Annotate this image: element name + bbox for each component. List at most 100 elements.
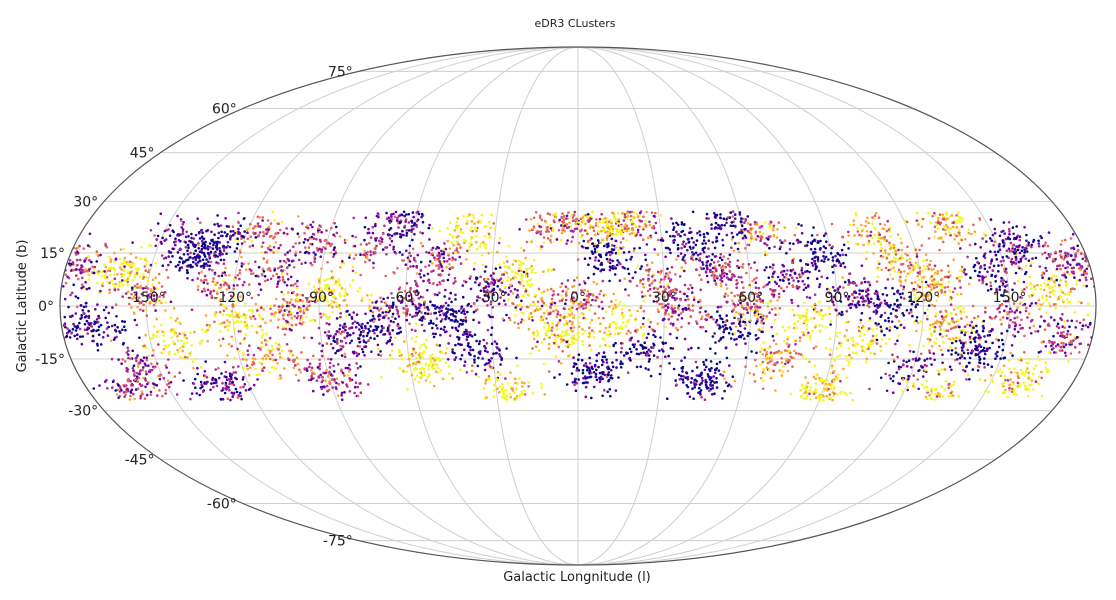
cluster-point-2729 [509, 289, 513, 293]
cluster-point-3366 [578, 306, 581, 309]
cluster-point-1245 [319, 315, 323, 319]
cluster-point-1815 [338, 235, 342, 238]
cluster-point-2359 [401, 259, 404, 262]
cluster-point-334 [136, 354, 139, 357]
cluster-point-741 [192, 382, 196, 386]
cluster-point-947 [231, 303, 235, 306]
cluster-point-1417 [297, 235, 301, 238]
cluster-point-2201 [448, 372, 451, 376]
cluster-point-575 [173, 333, 177, 336]
cluster-point-777 [221, 397, 225, 401]
cluster-point-1963 [412, 215, 415, 219]
cluster-point-3321 [569, 326, 573, 330]
cluster-point-4230 [725, 381, 728, 384]
cluster-point-4764 [759, 350, 762, 354]
cluster-point-1357 [290, 298, 293, 301]
cluster-point-2362 [497, 241, 501, 245]
cluster-point-2394 [436, 254, 440, 257]
cluster-point-4863 [810, 261, 814, 265]
cluster-point-2272 [418, 371, 421, 374]
cluster-point-1220 [259, 288, 263, 292]
cluster-point-3452 [584, 362, 588, 365]
cluster-point-1270 [307, 300, 311, 304]
cluster-point-254 [138, 372, 141, 376]
cluster-point-2226 [428, 380, 432, 384]
cluster-point-1698 [369, 336, 372, 340]
cluster-point-77 [96, 342, 99, 346]
cluster-point-2639 [490, 333, 493, 337]
cluster-point-2411 [439, 333, 442, 337]
cluster-point-2546 [467, 248, 471, 252]
cluster-point-2972 [520, 273, 524, 276]
cluster-point-1253 [269, 319, 273, 322]
cluster-point-4758 [766, 361, 770, 365]
cluster-point-2709 [485, 362, 488, 366]
cluster-point-1877 [381, 311, 385, 314]
cluster-point-4697 [759, 376, 763, 380]
cluster-point-1823 [374, 246, 377, 250]
cluster-point-3718 [642, 238, 645, 241]
cluster-point-121 [109, 339, 113, 343]
cluster-point-1046 [260, 245, 264, 248]
cluster-point-3584 [586, 246, 589, 250]
cluster-point-753 [215, 384, 219, 388]
cluster-point-2620 [465, 332, 469, 336]
cluster-point-4599 [743, 234, 747, 238]
meridian-line [145, 46, 579, 566]
cluster-point-4116 [717, 232, 721, 236]
cluster-point-2847 [492, 395, 495, 398]
cluster-point-2668 [473, 361, 476, 364]
cluster-point-4577 [771, 278, 774, 281]
cluster-point-3714 [650, 211, 654, 214]
cluster-point-673 [220, 274, 224, 278]
cluster-point-1656 [342, 262, 346, 265]
cluster-point-4220 [695, 374, 699, 377]
cluster-point-4379 [712, 277, 716, 280]
cluster-point-1795 [363, 249, 366, 253]
cluster-point-944 [240, 315, 243, 318]
cluster-point-2859 [496, 378, 499, 382]
cluster-point-451 [155, 238, 159, 241]
cluster-point-1428 [284, 253, 287, 256]
cluster-point-4132 [715, 377, 718, 380]
cluster-point-1626 [342, 299, 346, 302]
cluster-point-4912 [829, 319, 833, 323]
cluster-point-1341 [293, 304, 296, 308]
cluster-point-1998 [402, 210, 406, 214]
cluster-point-3663 [588, 332, 591, 335]
cluster-point-4753 [772, 369, 775, 373]
cluster-point-2311 [444, 247, 448, 251]
cluster-point-3223 [570, 337, 574, 340]
cluster-point-3483 [617, 376, 620, 379]
cluster-point-3119 [549, 224, 552, 227]
cluster-point-236 [139, 275, 142, 279]
cluster-point-670 [233, 250, 237, 253]
cluster-point-1107 [264, 353, 268, 357]
scatter-points [62, 210, 1096, 402]
cluster-point-3168 [592, 336, 596, 339]
cluster-point-4625 [763, 221, 767, 224]
cluster-point-468 [199, 221, 202, 224]
cluster-point-3065 [542, 290, 546, 293]
cluster-point-3376 [553, 376, 556, 379]
cluster-point-2528 [498, 236, 502, 240]
cluster-point-4718 [780, 357, 783, 360]
cluster-point-291 [158, 389, 161, 392]
cluster-point-233 [103, 276, 107, 280]
cluster-point-396 [151, 283, 154, 286]
cluster-point-114 [122, 325, 126, 329]
cluster-point-1384 [303, 246, 307, 249]
cluster-point-1767 [367, 338, 371, 342]
cluster-point-2247 [393, 336, 397, 339]
cluster-point-3566 [580, 245, 584, 248]
cluster-point-4467 [755, 351, 758, 355]
cluster-point-2434 [472, 310, 476, 314]
cluster-point-1071 [271, 353, 274, 357]
cluster-point-4109 [695, 257, 698, 261]
cluster-point-3679 [648, 223, 652, 227]
cluster-point-4750 [785, 342, 789, 345]
cluster-point-174 [145, 260, 149, 264]
cluster-point-3919 [645, 263, 649, 267]
cluster-point-98 [92, 328, 95, 332]
cluster-point-3932 [666, 283, 669, 286]
